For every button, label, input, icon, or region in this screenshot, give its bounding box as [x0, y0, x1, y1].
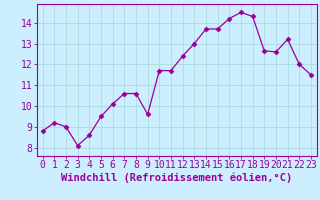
X-axis label: Windchill (Refroidissement éolien,°C): Windchill (Refroidissement éolien,°C): [61, 173, 292, 183]
